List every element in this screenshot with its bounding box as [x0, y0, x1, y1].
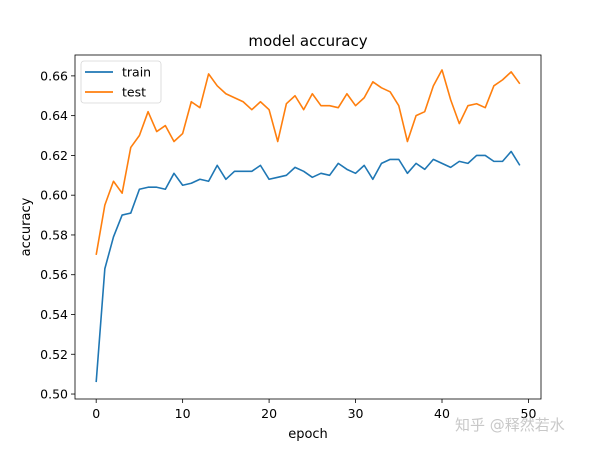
x-tick-label: 20	[261, 406, 277, 421]
x-axis-label: epoch	[288, 427, 328, 442]
y-tick-label: 0.50	[40, 387, 68, 402]
legend-test-label: test	[122, 85, 146, 100]
x-tick-label: 30	[348, 406, 364, 421]
legend-train-label: train	[122, 65, 151, 80]
y-tick-label: 0.58	[40, 227, 68, 242]
watermark-text: 知乎 @释然若水	[455, 416, 565, 434]
series-layer	[95, 69, 521, 383]
y-tick-label: 0.64	[40, 108, 68, 123]
y-tick-label: 0.56	[40, 267, 68, 282]
x-tick-label: 10	[175, 406, 191, 421]
x-tick-label: 50	[521, 406, 537, 421]
y-axis-label: accuracy	[19, 197, 34, 256]
ticks-layer: 0 10 20 30 40 50 0.50 0.52 0.54 0.56 0.58 0.60 0.62 0…	[40, 68, 536, 421]
series-line-test	[95, 69, 521, 255]
y-tick-label: 0.62	[40, 148, 68, 163]
y-tick-label: 0.54	[40, 307, 68, 322]
plot-frame	[74, 54, 542, 400]
legend: train test	[80, 60, 162, 104]
x-tick-label: 0	[92, 406, 100, 421]
y-tick-label: 0.52	[40, 347, 68, 362]
series-line-train	[95, 150, 521, 383]
y-tick-label: 0.60	[40, 188, 68, 203]
y-tick-label: 0.66	[40, 68, 68, 83]
chart-title: model accuracy	[248, 32, 367, 50]
x-tick-label: 40	[434, 406, 450, 421]
